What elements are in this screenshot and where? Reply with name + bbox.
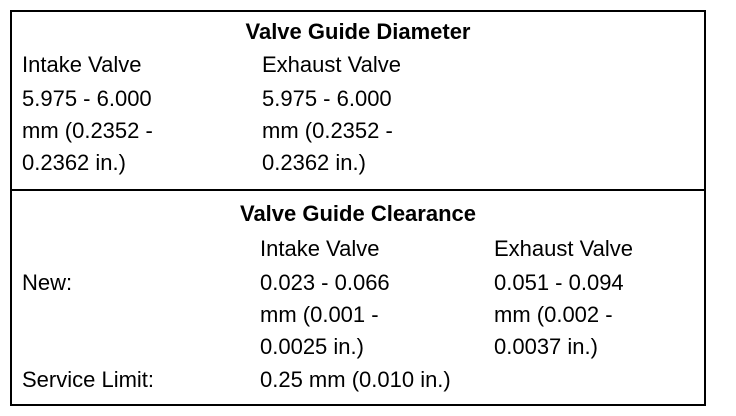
- cell-text: 5.975 - 6.000: [22, 86, 152, 111]
- cell-text: 5.975 - 6.000: [262, 86, 392, 111]
- cell-text: 0.0037 in.): [494, 334, 598, 359]
- cell-text: mm (0.002 -: [494, 302, 613, 327]
- cell-text: 0.023 - 0.066: [260, 270, 390, 295]
- section-title: Valve Guide Diameter: [245, 19, 471, 44]
- section-divider: [10, 189, 706, 191]
- row-label: Service Limit:: [22, 367, 155, 392]
- column-header: Intake Valve: [260, 236, 380, 261]
- column-header: Intake Valve: [22, 52, 142, 77]
- cell-text: 0.2362 in.): [22, 150, 126, 175]
- cell-text: 0.2362 in.): [262, 150, 366, 175]
- cell-text: 0.0025 in.): [260, 334, 364, 359]
- cell-text: mm (0.001 -: [260, 302, 379, 327]
- section-title: Valve Guide Clearance: [239, 201, 477, 226]
- cell-text: mm (0.2352 -: [262, 118, 393, 143]
- table-border: [10, 10, 706, 406]
- row-label: New:: [22, 270, 73, 295]
- column-header: Exhaust Valve: [494, 236, 634, 261]
- cell-text: 0.25 mm (0.010 in.): [260, 367, 451, 392]
- column-header: Exhaust Valve: [262, 52, 402, 77]
- cell-text: mm (0.2352 -: [22, 118, 153, 143]
- cell-text: 0.051 - 0.094: [494, 270, 624, 295]
